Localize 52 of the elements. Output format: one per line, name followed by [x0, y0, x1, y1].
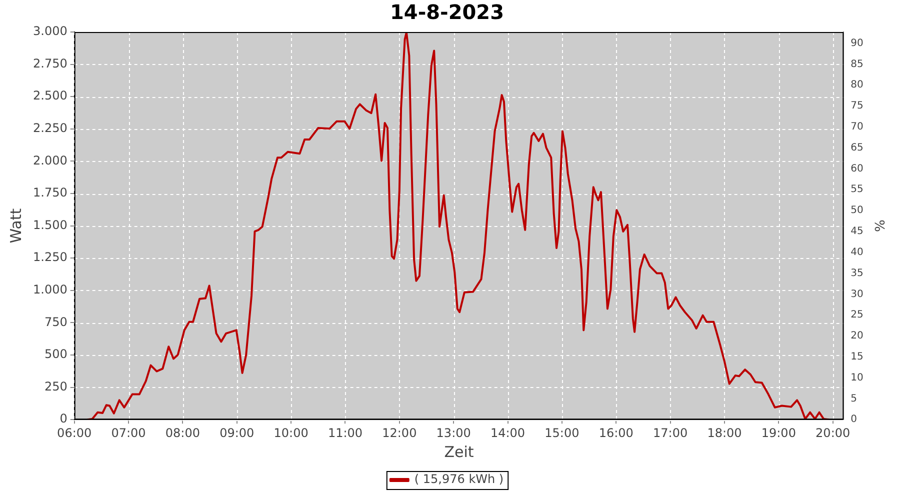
y-tick-label: 1.750: [32, 186, 68, 200]
y2-tick-label: 60: [850, 163, 864, 174]
y2-tick-label: 25: [850, 310, 864, 321]
x-tick-label: 11:00: [328, 426, 363, 440]
x-tick-label: 20:00: [816, 426, 850, 440]
x-tick-label: 08:00: [165, 426, 200, 440]
y-tick-label: 2.250: [32, 121, 68, 136]
y2-tick-label: 10: [850, 372, 864, 384]
y2-tick-label: 40: [850, 246, 864, 258]
y2-tick-label: 65: [850, 142, 864, 154]
x-tick-label: 07:00: [111, 426, 146, 440]
y-tick-label: 750: [44, 314, 68, 329]
x-tick-label: 12:00: [382, 426, 417, 440]
y2-tick-label: 35: [850, 268, 864, 279]
y2-tick-label: 0: [850, 414, 858, 426]
x-tick-label: 16:00: [598, 426, 634, 440]
y2-tick-label: 20: [850, 330, 864, 342]
y2-tick-label: 70: [850, 122, 864, 133]
y-tick-label: 1.500: [32, 218, 68, 232]
x-tick-label: 18:00: [707, 426, 742, 440]
y2-tick-label: 30: [850, 288, 864, 300]
y-tick-label: 2.750: [32, 56, 68, 70]
y-tick-label: 250: [44, 379, 68, 394]
y-tick-label: 1.000: [32, 282, 68, 297]
y-tick-label: 2.000: [32, 153, 68, 168]
y2-tick-label: 80: [850, 80, 864, 91]
y-axis-title: Watt: [6, 208, 25, 244]
y2-tick-label: 75: [850, 100, 864, 112]
x-tick-label: 13:00: [436, 426, 471, 440]
y-tick-label: 1.250: [32, 250, 68, 264]
x-tick-label: 09:00: [220, 426, 254, 440]
x-tick-label: 17:00: [653, 426, 688, 440]
y2-axis-title: %: [870, 220, 886, 232]
x-tick-label: 15:00: [544, 426, 580, 440]
y2-tick-label: 90: [850, 38, 864, 49]
y2-tick-label: 85: [850, 58, 864, 70]
x-tick-label: 10:00: [274, 426, 308, 440]
x-tick-label: 06:00: [57, 426, 92, 440]
legend-label: ( 15,976 kWh ): [414, 472, 504, 486]
x-tick-label: 14:00: [490, 426, 526, 440]
y2-tick-label: 45: [850, 226, 864, 238]
y-tick-label: 3.000: [32, 24, 68, 38]
x-tick-label: 19:00: [761, 426, 796, 440]
y2-tick-label: 15: [850, 351, 864, 362]
y-tick-label: 0: [60, 412, 68, 426]
x-axis-title: Zeit: [444, 442, 474, 461]
y-tick-label: 2.500: [32, 88, 68, 103]
y2-tick-label: 50: [850, 205, 864, 216]
chart-title: 14-8-2023: [390, 0, 504, 24]
y2-tick-label: 55: [850, 184, 864, 196]
y2-tick-label: 5: [850, 393, 858, 404]
y-tick-label: 500: [44, 347, 68, 362]
